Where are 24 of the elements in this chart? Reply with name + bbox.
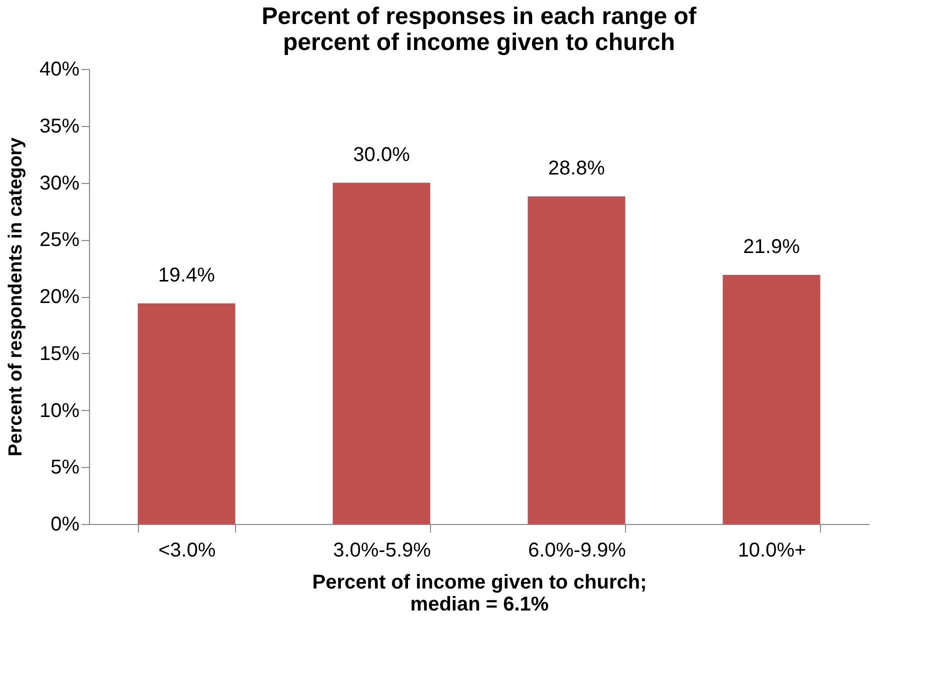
- x-tick-label: 6.0%-9.9%: [528, 540, 626, 562]
- y-tick-label: 20%: [39, 286, 80, 308]
- y-tick-label: 25%: [39, 229, 80, 252]
- y-tick-label: 10%: [39, 400, 80, 422]
- y-tick-label: 5%: [50, 456, 80, 479]
- text: 19.4%: [158, 264, 215, 286]
- x-tick-label: 3.0%-5.9%: [333, 540, 432, 562]
- text: 21.9%: [743, 236, 800, 258]
- bar: [332, 182, 430, 524]
- y-tick-label: 40%: [39, 58, 80, 80]
- y-tick-label: 30%: [39, 172, 80, 194]
- y-tick-label: 15%: [39, 342, 80, 365]
- y-tick-label: 0%: [50, 514, 80, 536]
- x-tick-label: 10.0%+: [738, 540, 806, 562]
- x-tick-label: <3.0%: [158, 540, 216, 562]
- bar: [138, 303, 236, 524]
- bar: [722, 274, 820, 524]
- y-axis-title: Percent of respondents in category: [5, 137, 26, 456]
- bar: [528, 196, 626, 524]
- chart-title: Percent of responses in each range of percent of income given to church: [262, 3, 698, 56]
- text: 28.8%: [548, 157, 605, 180]
- y-tick-label: 35%: [39, 115, 80, 138]
- x-axis-title: Percent of income given to church; median = 6.1%: [312, 572, 647, 616]
- text: 30.0%: [353, 144, 410, 166]
